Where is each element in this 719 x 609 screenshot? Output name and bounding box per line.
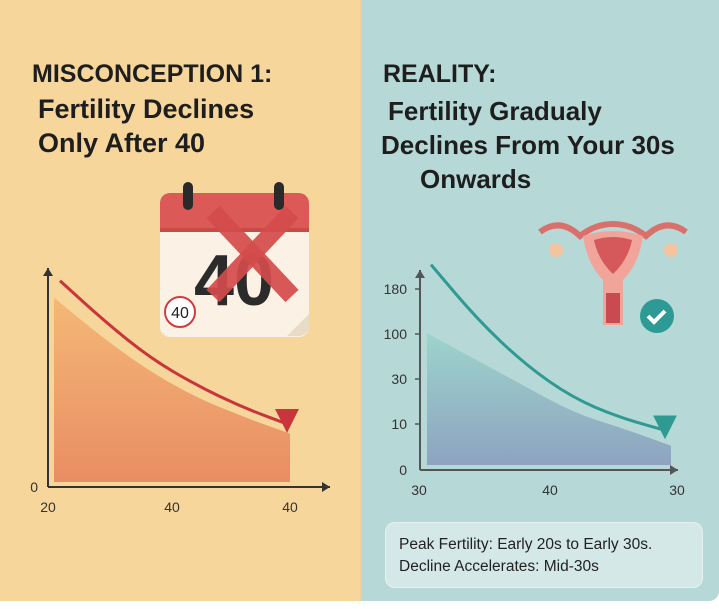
trend-arrow (58, 279, 296, 429)
y-axis-arrow (43, 268, 53, 276)
y-axis-arrow (415, 270, 425, 278)
reality-subheading-2: Declines From Your 30s (381, 130, 675, 160)
x-tick-label: 40 (542, 482, 558, 498)
info-line-2: Decline Accelerates: Mid-30s (399, 558, 599, 575)
x-tick-label: 40 (164, 499, 180, 515)
y-tick-label: 10 (391, 416, 407, 432)
misconception-subheading-2: Only After 40 (38, 128, 206, 158)
y-tick-label: 30 (391, 371, 407, 387)
x-axis-arrow (670, 465, 678, 475)
cross-icon (206, 205, 299, 303)
check-circle-icon (640, 299, 674, 333)
misconception-subheading-1: Fertility Declines (38, 94, 255, 124)
x-tick-label: 30 (669, 482, 685, 498)
panel-divider (360, 0, 362, 601)
x-axis-arrow (322, 482, 330, 492)
y-tick-label: 180 (384, 281, 408, 297)
reality-subheading-1: Fertility Gradualy (388, 96, 602, 126)
info-box: Peak Fertility: Early 20s to Early 30s. … (385, 522, 703, 588)
info-line-1: Peak Fertility: Early 20s to Early 30s. (399, 536, 653, 553)
chart-area (427, 333, 671, 465)
calendar-badge: 40 (171, 305, 189, 322)
uterus-icon (538, 220, 688, 325)
calendar-icon: 40 40 (160, 182, 309, 337)
trend-arrow (429, 263, 674, 438)
misconception-chart: 20 40 40 0 (30, 268, 330, 515)
reality-heading: REALITY: (383, 60, 497, 88)
misconception-heading: MISCONCEPTION 1: (32, 60, 273, 88)
x-tick-label: 30 (411, 482, 427, 498)
x-tick-label: 20 (40, 499, 56, 515)
y-tick-label: 0 (30, 479, 38, 495)
x-tick-label: 40 (282, 499, 298, 515)
y-tick-label: 100 (384, 326, 408, 342)
reality-subheading-3: Onwards (420, 164, 532, 194)
chart-area (54, 297, 290, 482)
y-tick-label: 0 (399, 462, 407, 478)
